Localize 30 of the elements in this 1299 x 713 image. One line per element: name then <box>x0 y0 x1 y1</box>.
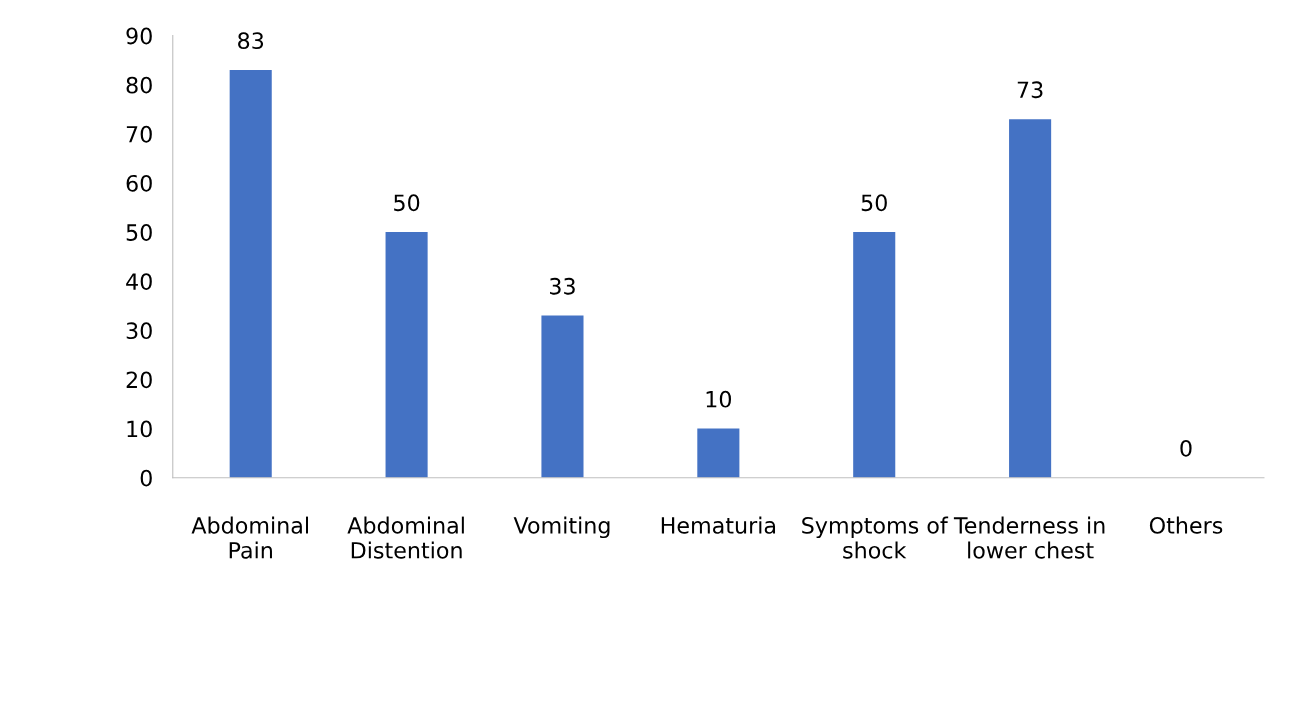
x-tick-label: Tenderness in lower chest <box>953 516 1105 559</box>
bar <box>853 232 896 478</box>
data-label: 10 <box>706 390 732 408</box>
y-tick-label: 50 <box>126 224 152 241</box>
data-label: 83 <box>238 32 264 50</box>
y-tick-label: 60 <box>126 174 152 192</box>
y-tick-label: 80 <box>126 76 152 94</box>
y-tick-label: 20 <box>126 371 152 389</box>
y-tick-label: 70 <box>126 125 152 143</box>
y-tick-label: 90 <box>126 27 152 45</box>
data-label: 73 <box>1017 81 1043 99</box>
y-tick-label: 40 <box>126 273 152 290</box>
x-tick-label: Others <box>1149 516 1223 534</box>
y-tick-label: 0 <box>140 469 152 487</box>
bar <box>541 315 584 478</box>
bar <box>697 428 740 478</box>
x-tick-label: Abdominal Pain <box>191 516 308 559</box>
bar <box>1009 119 1052 478</box>
data-label: 50 <box>394 194 420 212</box>
x-tick-label: Hematuria <box>661 516 776 534</box>
x-tick-label: Vomiting <box>513 516 610 539</box>
x-tick-label: Abdominal Distention <box>347 516 464 559</box>
y-tick-label: 30 <box>126 322 152 340</box>
data-label: 50 <box>861 194 887 212</box>
bar <box>385 232 428 478</box>
x-tick-label: Symptoms of shock <box>802 516 949 559</box>
bar <box>229 70 272 478</box>
y-tick-label: 10 <box>127 420 152 438</box>
data-label: 0 <box>1180 439 1192 457</box>
data-label: 33 <box>550 277 575 295</box>
